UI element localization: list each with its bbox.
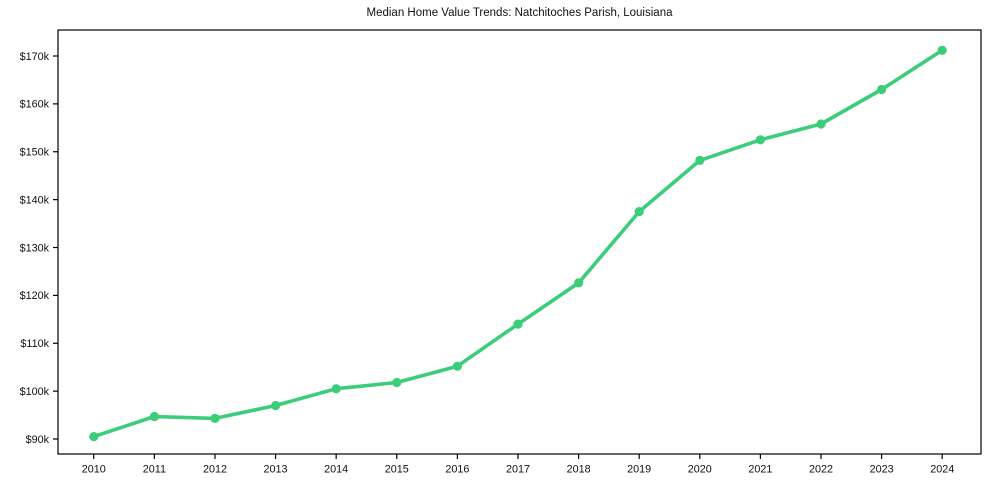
data-point-2017 bbox=[513, 319, 523, 329]
y-axis-tick-label: $120k bbox=[20, 290, 50, 302]
x-axis-tick-label: 2012 bbox=[203, 464, 227, 476]
x-axis-tick-label: 2013 bbox=[264, 464, 288, 476]
x-axis-tick-label: 2017 bbox=[506, 464, 530, 476]
y-axis-tick-label: $160k bbox=[20, 99, 50, 111]
y-axis-tick-label: $130k bbox=[20, 242, 50, 254]
data-point-2016 bbox=[452, 361, 462, 371]
data-point-2020 bbox=[695, 155, 705, 165]
x-axis-tick-label: 2024 bbox=[930, 464, 954, 476]
y-axis-tick-label: $150k bbox=[20, 147, 50, 159]
x-axis-tick-label: 2018 bbox=[567, 464, 591, 476]
x-axis-tick-label: 2011 bbox=[143, 464, 166, 476]
plot-border bbox=[57, 29, 982, 455]
chart-title: Median Home Value Trends: Natchitoches P… bbox=[366, 7, 673, 19]
data-point-2022 bbox=[816, 119, 826, 129]
data-point-2021 bbox=[755, 135, 766, 145]
y-axis-tick-label: $90k bbox=[26, 434, 50, 446]
x-axis-tick-label: 2014 bbox=[324, 464, 348, 476]
x-axis-tick-label: 2020 bbox=[688, 464, 712, 476]
x-axis-tick-label: 2021 bbox=[748, 464, 772, 476]
y-axis-tick-label: $140k bbox=[20, 194, 50, 206]
y-axis-tick-label: $110k bbox=[20, 338, 49, 350]
y-axis-tick-label: $100k bbox=[20, 386, 50, 398]
x-axis-tick-label: 2019 bbox=[627, 464, 651, 476]
trend-line bbox=[92, 48, 945, 439]
data-point-2024 bbox=[937, 45, 947, 55]
x-axis-tick-label: 2023 bbox=[870, 464, 894, 476]
data-point-2023 bbox=[877, 84, 887, 95]
data-point-2010 bbox=[89, 432, 99, 442]
data-point-2018 bbox=[574, 278, 584, 288]
data-point-2014 bbox=[331, 384, 341, 394]
x-axis-tick-label: 2010 bbox=[82, 464, 106, 476]
data-point-2011 bbox=[149, 411, 159, 422]
x-axis-tick-label: 2022 bbox=[809, 464, 833, 476]
x-axis-tick-label: 2016 bbox=[445, 464, 469, 476]
y-axis-tick-label: $170k bbox=[20, 51, 50, 63]
x-axis-tick-label: 2015 bbox=[385, 464, 409, 476]
data-point-2013 bbox=[271, 400, 281, 411]
data-point-2019 bbox=[634, 207, 644, 217]
data-point-2015 bbox=[392, 377, 402, 388]
data-point-2012 bbox=[210, 413, 220, 423]
